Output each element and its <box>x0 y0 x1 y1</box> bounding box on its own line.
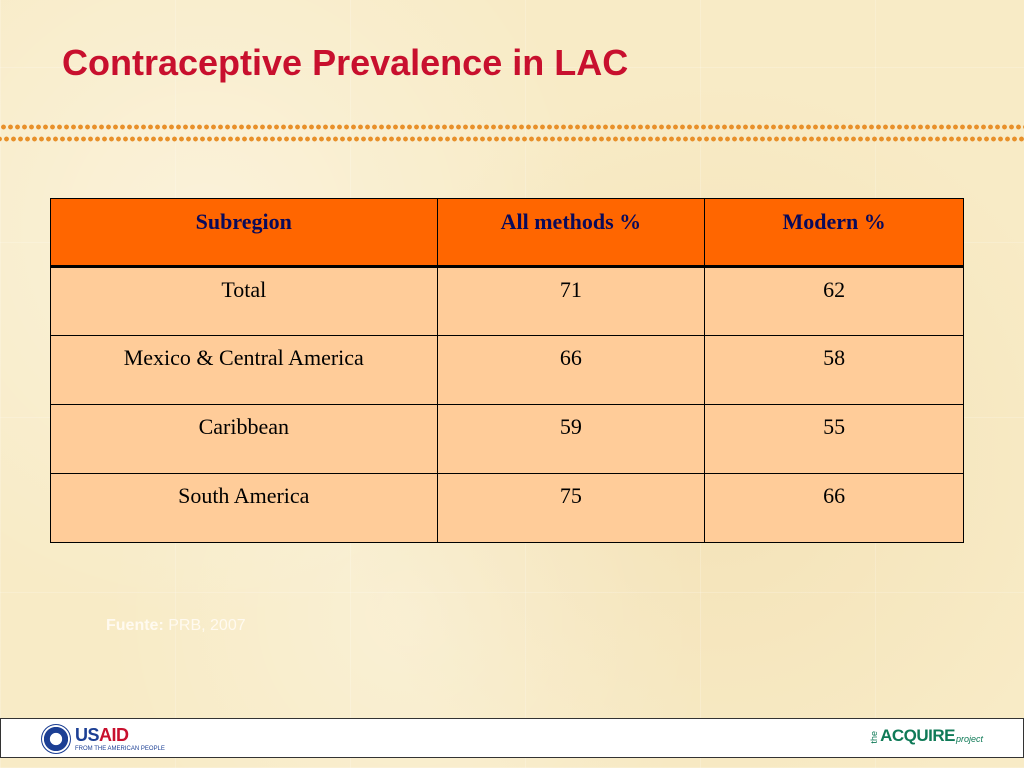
usaid-seal-icon <box>41 724 71 754</box>
source-label: Fuente: <box>106 617 164 634</box>
cell-subregion: South America <box>50 473 438 543</box>
cell-all-methods: 71 <box>436 266 706 336</box>
table-row: Mexico & Central America 66 58 <box>50 335 964 405</box>
table-row: Caribbean 59 55 <box>50 404 964 474</box>
dotted-divider-top <box>0 124 1024 130</box>
cell-modern: 66 <box>704 473 964 543</box>
usaid-logo: USAID FROM THE AMERICAN PEOPLE <box>41 723 165 755</box>
table-row: South America 75 66 <box>50 473 964 543</box>
cell-subregion: Total <box>50 266 438 336</box>
table-row: Total 71 62 <box>50 266 964 336</box>
cell-modern: 55 <box>704 404 964 474</box>
header-modern: Modern % <box>704 198 964 268</box>
prevalence-table: Subregion All methods % Modern % Total 7… <box>50 198 964 543</box>
cell-subregion: Caribbean <box>50 404 438 474</box>
source-citation: Fuente: PRB, 2007 <box>106 617 246 635</box>
cell-modern: 62 <box>704 266 964 336</box>
cell-subregion: Mexico & Central America <box>50 335 438 405</box>
table-header-row: Subregion All methods % Modern % <box>50 198 964 268</box>
cell-all-methods: 59 <box>436 404 706 474</box>
cell-all-methods: 75 <box>436 473 706 543</box>
footer-bar: USAID FROM THE AMERICAN PEOPLE the ACQUI… <box>0 718 1024 758</box>
source-text: PRB, 2007 <box>168 617 246 634</box>
cell-all-methods: 66 <box>436 335 706 405</box>
header-subregion: Subregion <box>50 198 438 268</box>
slide-title: Contraceptive Prevalence in LAC <box>62 42 629 83</box>
acquire-project-logo: the ACQUIRE project <box>869 726 983 745</box>
header-all-methods: All methods % <box>436 198 706 268</box>
dotted-divider-bottom <box>0 136 1024 142</box>
cell-modern: 58 <box>704 335 964 405</box>
